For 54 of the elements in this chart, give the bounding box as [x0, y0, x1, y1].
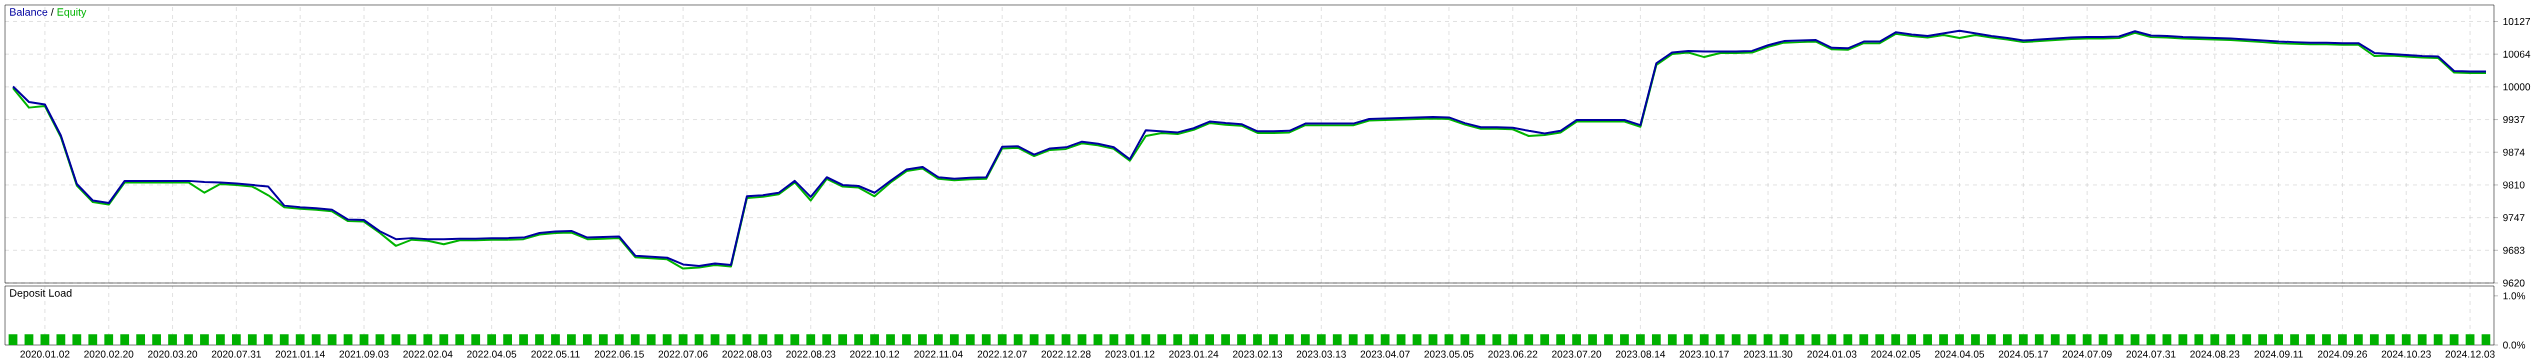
- x-tick-label: 2024.05.17: [1998, 350, 2048, 358]
- x-tick-label: 2023.01.12: [1105, 350, 1155, 358]
- x-tick-label: 2020.03.20: [148, 350, 198, 358]
- x-tick-label: 2023.03.13: [1296, 350, 1346, 358]
- y-tick-label: 9620: [2503, 279, 2525, 287]
- x-tick-label: 2021.09.03: [339, 350, 389, 358]
- x-tick-label: 2024.09.26: [2317, 350, 2367, 358]
- x-tick-label: 2023.08.14: [1615, 350, 1666, 358]
- x-tick-label: 2024.04.05: [1934, 350, 1985, 358]
- x-tick-label: 2022.02.04: [403, 350, 453, 358]
- text: Equity: [57, 7, 87, 18]
- x-tick-label: 2022.06.15: [594, 350, 644, 358]
- x-tick-label: 2021.01.14: [275, 350, 325, 358]
- x-tick-label: 2023.11.30: [1743, 350, 1793, 358]
- x-tick-label: 2023.10.17: [1679, 350, 1729, 358]
- x-tick-label: 2023.07.20: [1552, 350, 1602, 358]
- y-tick-label: 9810: [2503, 181, 2525, 189]
- y-tick-label: 9937: [2503, 116, 2525, 124]
- y-tick-label: 9747: [2503, 214, 2525, 222]
- x-tick-label: 2024.02.05: [1871, 350, 1921, 358]
- x-tick-label: 2020.07.31: [211, 350, 261, 358]
- x-tick-label: 2024.12.03: [2445, 350, 2495, 358]
- x-tick-label: 2022.12.07: [977, 350, 1027, 358]
- x-tick-label: 2023.05.05: [1424, 350, 1474, 358]
- y-tick-label: 10127: [2503, 17, 2531, 26]
- x-tick-label: 2023.02.13: [1232, 350, 1283, 358]
- x-tick-label: 2022.04.05: [467, 350, 517, 358]
- chart-title: Deposit Load: [10, 288, 72, 299]
- x-tick-label: 2023.01.24: [1169, 350, 1219, 358]
- x-tick-label: 2022.05.11: [531, 350, 580, 358]
- x-tick-label: 2023.04.07: [1360, 350, 1410, 358]
- y-tick-label: 1.0%: [2503, 292, 2526, 300]
- y-tick-label: 10000: [2503, 83, 2531, 91]
- y-tick-label: 0.0%: [2503, 341, 2526, 349]
- x-tick-label: 2024.01.03: [1807, 350, 1857, 358]
- x-tick-label: 2023.06.22: [1488, 350, 1538, 358]
- x-tick-label: 2022.08.23: [786, 350, 836, 358]
- x-tick-label: 2024.08.23: [2190, 350, 2240, 358]
- y-tick-label: 9874: [2503, 148, 2525, 156]
- x-tick-label: 2020.01.02: [20, 350, 70, 358]
- x-tick-label: 2022.10.12: [850, 350, 900, 358]
- text: Balance: [10, 7, 48, 16]
- x-tick-label: 2020.02.20: [84, 350, 134, 358]
- x-tick-label: 2022.08.03: [722, 350, 772, 358]
- x-tick-label: 2024.07.09: [2062, 350, 2112, 358]
- x-tick-label: 2024.09.11: [2254, 350, 2303, 358]
- y-tick-label: 10064: [2503, 50, 2531, 58]
- x-tick-label: 2024.07.31: [2126, 350, 2176, 358]
- annotation: /: [50, 7, 54, 16]
- x-tick-label: 2022.11.04: [914, 350, 963, 358]
- x-tick-label: 2022.12.28: [1041, 350, 1091, 358]
- y-tick-label: 9683: [2503, 246, 2525, 254]
- x-tick-label: 2024.10.23: [2381, 350, 2431, 358]
- x-tick-label: 2022.07.06: [658, 350, 708, 358]
